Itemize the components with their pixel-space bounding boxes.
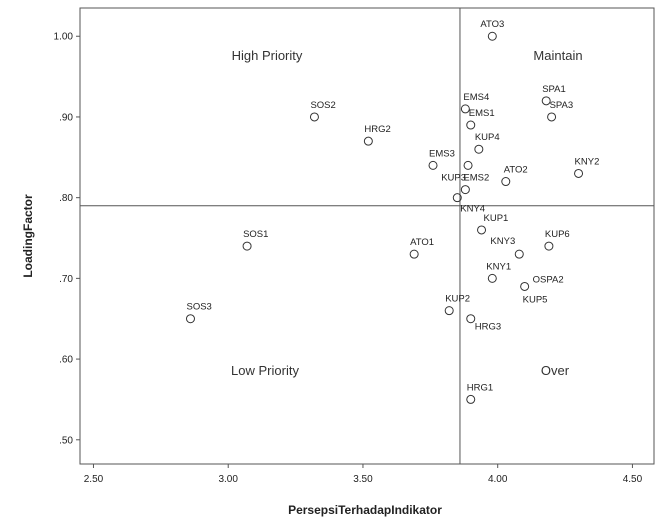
data-point-marker: [460, 104, 470, 114]
quadrant-label-low-priority: Low Priority: [231, 363, 299, 378]
data-points: ATO3 SPA1 SPA3 EMS4 EMS1 SOS2 HRG2 KUP4 EMS3 KUP3…: [185, 19, 600, 404]
y-tick-label: .60: [59, 355, 73, 366]
data-point-label: SOS2: [310, 100, 335, 111]
x-axis-ticks: 2.50 3.00 3.50 4.00 4.50: [84, 464, 643, 485]
data-point-marker: [185, 314, 195, 324]
y-axis-title: LoadingFactor: [21, 194, 35, 278]
data-point-marker: [474, 144, 484, 154]
data-point-label: KUP5: [523, 294, 548, 305]
x-tick-label: 2.50: [84, 474, 104, 485]
data-point-label: HRG3: [475, 322, 501, 333]
quadrant-label-high-priority: High Priority: [232, 48, 303, 63]
data-point-marker: [544, 241, 554, 251]
data-point-label: ATO2: [504, 165, 528, 176]
data-point-label: KNY2: [575, 156, 600, 167]
data-point-label: KUP3: [441, 172, 466, 183]
data-point-marker: [309, 112, 319, 122]
data-point-label: EMS3: [429, 148, 455, 159]
data-point-label: ATO3: [480, 19, 504, 30]
data-point-marker: [444, 306, 454, 316]
data-point-label: EMS2: [463, 173, 489, 184]
data-point-marker: [460, 185, 470, 195]
data-point-marker: [547, 112, 557, 122]
data-point-label: SPA3: [550, 100, 574, 111]
data-point-marker: [487, 273, 497, 283]
y-tick-label: 1.00: [54, 32, 74, 43]
data-point-label: EMS1: [469, 108, 495, 119]
data-point-marker: [466, 314, 476, 324]
y-axis-ticks: 1.00 .90 .80 .70 .60 .50: [54, 32, 80, 446]
data-point-marker: [428, 160, 438, 170]
data-point-label: OSPA2: [533, 274, 564, 285]
data-point-marker: [574, 168, 584, 178]
x-axis-title: PersepsiTerhadapIndikator: [288, 503, 442, 517]
data-point-label: SPA1: [542, 84, 566, 95]
data-point-marker: [363, 136, 373, 146]
reference-lines: [80, 8, 654, 464]
data-point-label: SOS3: [186, 302, 211, 313]
y-tick-label: .50: [59, 435, 73, 446]
quadrant-label-maintain: Maintain: [533, 48, 582, 63]
x-tick-label: 3.50: [353, 474, 373, 485]
data-point-marker: [501, 177, 511, 187]
data-point-marker: [514, 249, 524, 259]
data-point-label: KUP4: [475, 132, 500, 143]
data-point-label: KUP2: [445, 294, 470, 305]
data-point-label: KUP6: [545, 229, 570, 240]
x-tick-label: 4.50: [623, 474, 643, 485]
data-point-label: HRG1: [467, 382, 493, 393]
data-point-label: KNY4: [460, 204, 485, 215]
data-point-label: SOS1: [243, 229, 268, 240]
data-point-marker: [452, 193, 462, 203]
data-point-marker: [466, 120, 476, 130]
data-point-marker: [487, 31, 497, 41]
data-point-marker: [466, 394, 476, 404]
data-point-marker: [477, 225, 487, 235]
data-point-label: EMS4: [463, 92, 489, 103]
x-tick-label: 3.00: [218, 474, 238, 485]
data-point-marker: [520, 281, 530, 291]
data-point-marker: [463, 160, 473, 170]
plot-frame: [79, 7, 655, 465]
data-point-label: HRG2: [364, 124, 390, 135]
y-tick-label: .90: [59, 112, 73, 123]
x-tick-label: 4.00: [488, 474, 508, 485]
data-point-marker: [242, 241, 252, 251]
data-point-label: KNY3: [490, 236, 515, 247]
quadrant-label-over: Over: [541, 363, 570, 378]
data-point-label: KNY1: [486, 261, 511, 272]
y-tick-label: .70: [59, 274, 73, 285]
y-tick-label: .80: [59, 193, 73, 204]
data-point-label: ATO1: [410, 237, 434, 248]
data-point-marker: [409, 249, 419, 259]
data-point-label: KUP1: [484, 213, 509, 224]
data-point-marker: [541, 96, 551, 106]
